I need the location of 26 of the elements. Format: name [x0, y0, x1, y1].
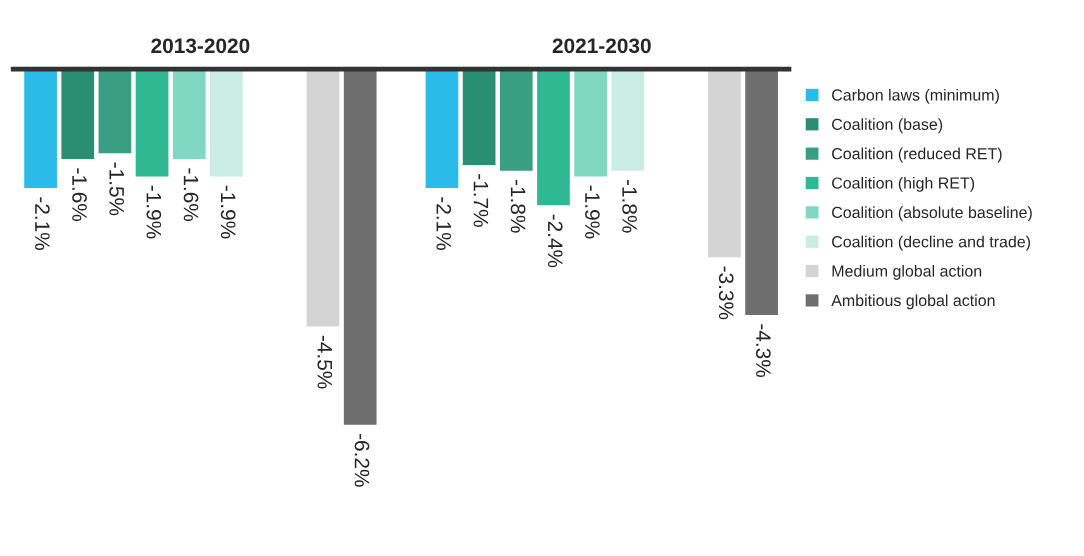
- data-label: -1.8%: [622, 179, 637, 233]
- legend-label: Medium global action: [832, 265, 982, 280]
- legend-label: Coalition (absolute baseline): [832, 206, 1032, 222]
- legend-label: Coalition (base): [832, 118, 943, 134]
- data-label: -4.3%: [755, 324, 771, 378]
- data-label: -4.5%: [317, 335, 333, 389]
- data-label: -1.8%: [510, 179, 526, 233]
- data-label: -1.9%: [220, 185, 236, 239]
- data-label: -6.2%: [354, 434, 370, 487]
- data-label: -2.4%: [547, 214, 563, 268]
- data-label: -1.9%: [585, 185, 600, 239]
- data-label: -3.3%: [718, 266, 734, 320]
- x-tick-label: 2013-2020: [151, 38, 250, 54]
- data-label: -1.6%: [183, 168, 199, 222]
- data-label: -1.6%: [72, 168, 87, 222]
- data-label: -1.5%: [109, 162, 124, 216]
- x-tick-label: 2021-2030: [552, 38, 651, 54]
- legend-label: Coalition (high RET): [832, 176, 975, 192]
- data-label: -2.1%: [35, 197, 50, 250]
- legend-label: Coalition (decline and trade): [832, 235, 1031, 251]
- data-label: -2.1%: [436, 197, 452, 250]
- data-label: -1.7%: [473, 174, 489, 227]
- legend-label: Ambitious global action: [831, 294, 995, 310]
- data-label: -1.9%: [146, 185, 162, 239]
- legend-label: Carbon laws (minimum): [832, 88, 999, 104]
- legend-label: Coalition (reduced RET): [832, 147, 1002, 163]
